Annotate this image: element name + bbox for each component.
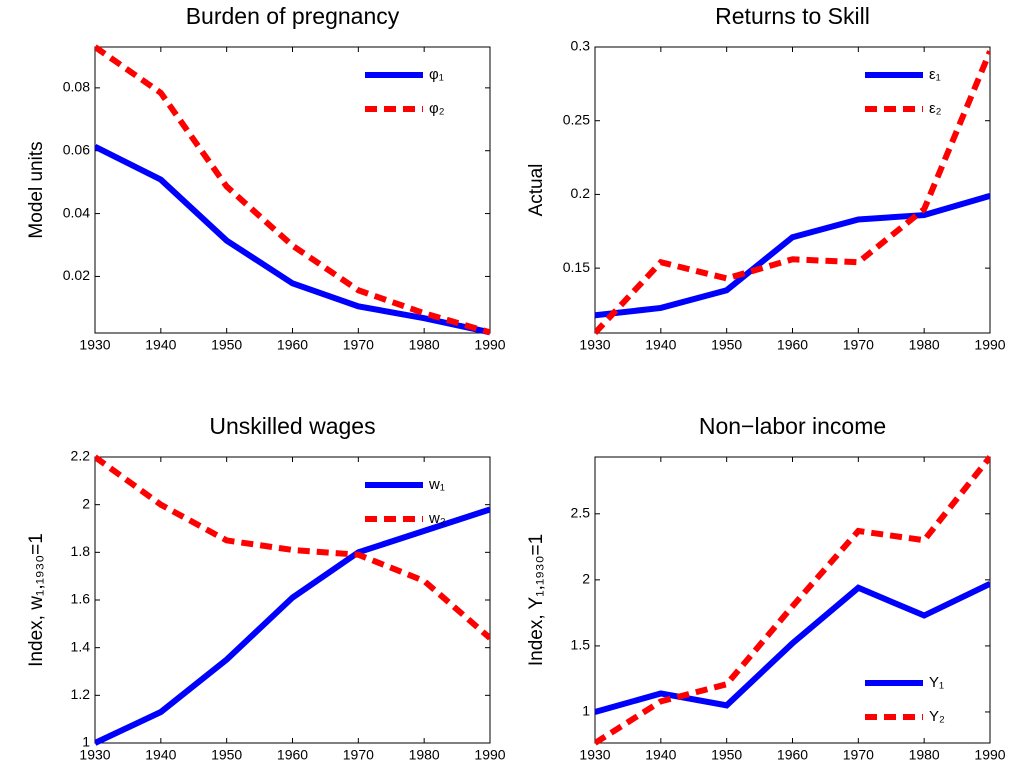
series-line	[95, 143, 490, 336]
x-tick-label: 1990	[974, 337, 1005, 353]
x-tick-label: 1990	[474, 337, 505, 353]
chart-title: Unskilled wages	[209, 413, 375, 439]
y-tick-label: 0.06	[63, 141, 90, 157]
y-axis-label: Index, w₁,₁₉₃₀=1	[26, 533, 47, 667]
x-tick-label: 1950	[711, 337, 742, 353]
y-tick-label: 1.4	[71, 638, 91, 654]
y-axis-label: Model units	[26, 141, 47, 238]
x-tick-label: 1980	[909, 747, 940, 763]
x-tick-label: 1970	[343, 337, 374, 353]
x-tick-label: 1970	[843, 337, 874, 353]
x-tick-label: 1930	[79, 747, 110, 763]
x-tick-label: 1990	[474, 747, 505, 763]
y-tick-label: 2	[582, 571, 590, 587]
chart-title: Returns to Skill	[715, 3, 870, 29]
chart-title: Burden of pregnancy	[186, 3, 400, 29]
x-tick-label: 1950	[211, 337, 242, 353]
series-line	[595, 455, 990, 746]
y-tick-label: 0.25	[563, 111, 590, 127]
y-tick-label: 1	[582, 703, 590, 719]
legend-label: ε₁	[929, 66, 941, 83]
y-tick-label: 0.3	[571, 38, 591, 54]
x-tick-label: 1960	[277, 337, 308, 353]
axes-box	[594, 456, 991, 744]
legend-label: Y₁	[929, 674, 944, 691]
legend-label: w₂	[428, 510, 446, 527]
y-tick-label: 0.04	[63, 204, 90, 220]
subplot: 1930 1940 1950 1960 1970 1980 1990 0.02 0.04 0.06…	[26, 3, 506, 353]
x-tick-label: 1960	[777, 337, 808, 353]
y-tick-label: 0.2	[571, 185, 591, 201]
x-tick-label: 1960	[777, 747, 808, 763]
legend-label: Y₂	[929, 708, 945, 725]
legend-label: φ₂	[429, 100, 445, 117]
x-tick-label: 1980	[409, 747, 440, 763]
x-tick-label: 1940	[645, 337, 676, 353]
subplot: 1930 1940 1950 1960 1970 1980 1990 1 1.5 2 2.5 Non−…	[526, 413, 1006, 763]
x-tick-label: 1940	[145, 747, 176, 763]
subplot: 1930 1940 1950 1960 1970 1980 1990 1 1.2 1.4 1.6 1.…	[26, 413, 506, 763]
y-tick-label: 1.6	[71, 591, 91, 607]
axes-box	[594, 46, 991, 334]
series-line	[95, 506, 490, 746]
y-axis-label: Index, Y₁,₁₉₃₀=1	[526, 534, 547, 666]
series-line	[95, 454, 490, 641]
y-axis-label: Actual	[526, 164, 547, 217]
x-tick-label: 1970	[843, 747, 874, 763]
y-tick-label: 0.02	[63, 267, 90, 283]
x-tick-label: 1980	[909, 337, 940, 353]
legend-label: φ₁	[429, 66, 444, 83]
y-tick-label: 2.2	[71, 448, 91, 464]
x-tick-label: 1930	[79, 337, 110, 353]
y-tick-label: 2.5	[571, 505, 591, 521]
x-tick-label: 1940	[645, 747, 676, 763]
x-tick-label: 1960	[277, 747, 308, 763]
axes-box	[94, 46, 491, 334]
series-line	[595, 581, 990, 715]
subplot: 1930 1940 1950 1960 1970 1980 1990 0.15 0.2 0.25 0…	[526, 3, 1006, 353]
series-line	[95, 44, 490, 336]
x-tick-label: 1950	[711, 747, 742, 763]
legend-label: ε₂	[929, 100, 942, 117]
y-tick-label: 1	[82, 734, 90, 750]
x-tick-label: 1930	[579, 337, 610, 353]
y-tick-label: 2	[82, 495, 90, 511]
y-tick-label: 0.15	[563, 259, 590, 275]
y-tick-label: 0.08	[63, 79, 90, 95]
series-line	[595, 50, 990, 336]
y-tick-label: 1.8	[71, 543, 91, 559]
series-line	[595, 193, 990, 319]
y-tick-label: 1.5	[571, 637, 591, 653]
x-tick-label: 1980	[409, 337, 440, 353]
y-tick-label: 1.2	[71, 686, 91, 702]
legend-label: w₁	[428, 476, 445, 493]
x-tick-label: 1990	[974, 747, 1005, 763]
chart-title: Non−labor income	[699, 413, 886, 439]
x-tick-label: 1950	[211, 747, 242, 763]
x-tick-label: 1940	[145, 337, 176, 353]
x-tick-label: 1970	[343, 747, 374, 763]
x-tick-label: 1930	[579, 747, 610, 763]
